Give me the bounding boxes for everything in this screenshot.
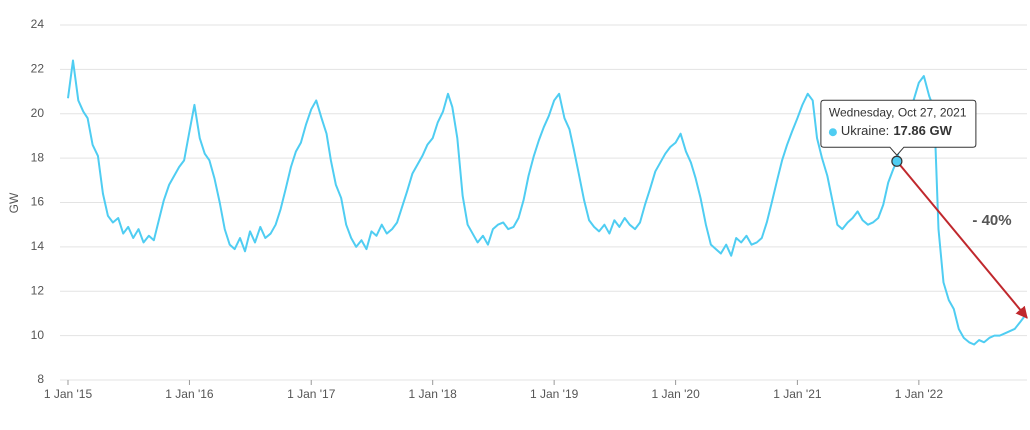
y-tick-label: 14 — [31, 239, 45, 253]
y-tick-label: 8 — [37, 372, 44, 386]
x-tick-label: 1 Jan '21 — [773, 387, 822, 401]
tooltip-series: Ukraine: — [841, 124, 889, 139]
tooltip-swatch — [828, 128, 837, 137]
tooltip-date: Wednesday, Oct 27, 2021 — [829, 105, 967, 119]
data-line — [66, 59, 1026, 346]
y-tick-label: 22 — [31, 62, 45, 76]
tooltip-box — [820, 99, 977, 156]
y-tick-label: 24 — [31, 17, 45, 31]
y-tick-label: 12 — [31, 283, 45, 297]
x-tick-label: 1 Jan '20 — [651, 387, 700, 401]
y-tick-label: 18 — [31, 150, 45, 164]
y-tick-label: 10 — [31, 328, 45, 342]
tooltip-value: Ukraine: 17.86 GW — [841, 124, 953, 139]
tooltip-point — [891, 155, 903, 167]
tooltip-number: 17.86 GW — [893, 124, 952, 139]
y-tick-label: 16 — [31, 195, 45, 209]
x-tick-label: 1 Jan '22 — [895, 387, 944, 401]
y-tick-label: 20 — [31, 106, 45, 120]
y-axis-label: GW — [7, 192, 21, 213]
x-tick-label: 1 Jan '19 — [530, 387, 579, 401]
x-tick-label: 1 Jan '15 — [44, 387, 93, 401]
x-tick-label: 1 Jan '18 — [409, 387, 458, 401]
x-tick-label: 1 Jan '17 — [287, 387, 336, 401]
annotation-arrow — [896, 160, 1028, 319]
annotation-text: - 40% — [972, 212, 1011, 229]
x-tick-label: 1 Jan '16 — [165, 387, 214, 401]
